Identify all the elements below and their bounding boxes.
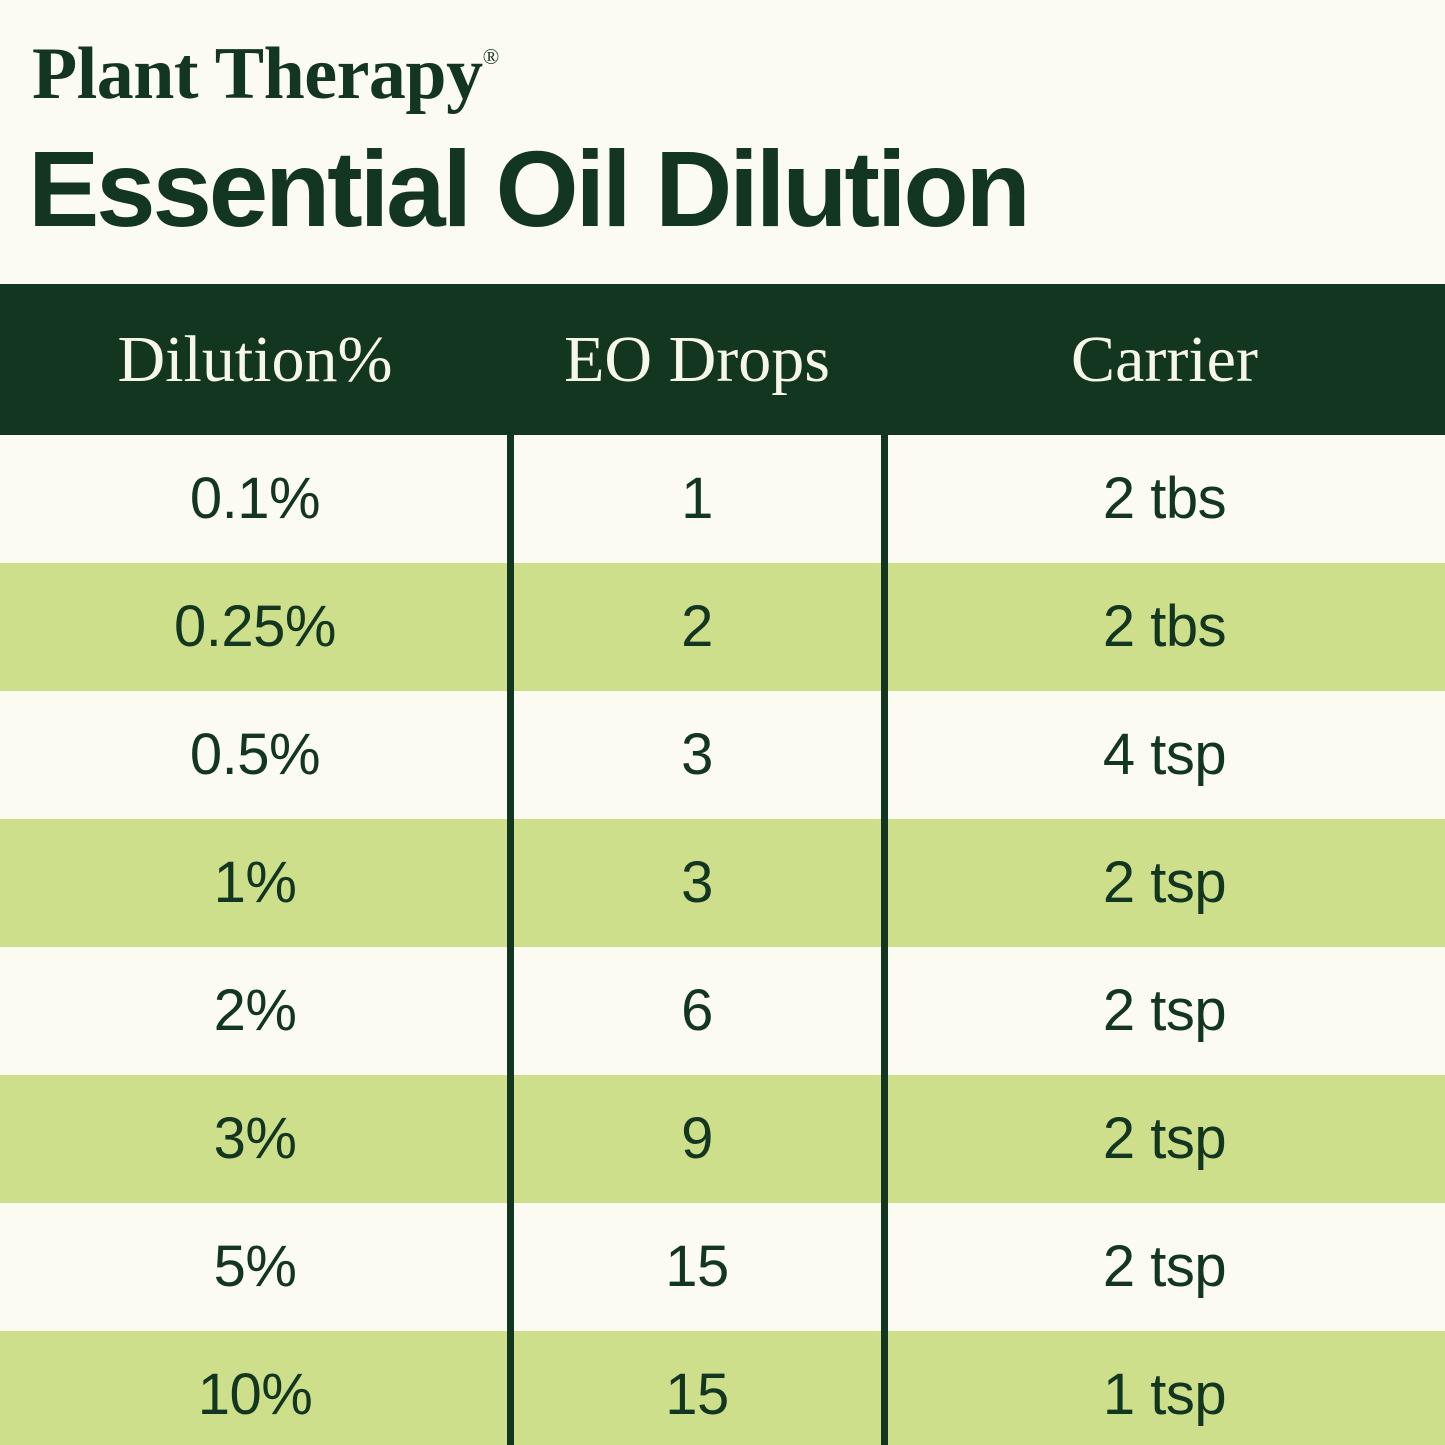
cell-eo-drops: 15 <box>665 1362 729 1427</box>
column-divider-1 <box>507 435 514 1445</box>
cell-dilution: 0.25% <box>174 594 336 659</box>
cell-dilution: 1% <box>213 850 297 915</box>
table-row: 10% 15 1 tsp <box>0 1331 1445 1445</box>
cell-carrier: 2 tsp <box>1102 850 1227 915</box>
table-row: 0.25% 2 2 tbs <box>0 563 1445 691</box>
cell-eo-drops: 6 <box>681 978 713 1043</box>
cell-carrier: 2 tbs <box>1102 594 1227 659</box>
table-row: 1% 3 2 tsp <box>0 819 1445 947</box>
table-row: 0.1% 1 2 tbs <box>0 435 1445 563</box>
cell-carrier: 1 tsp <box>1102 1362 1227 1427</box>
dilution-table: Dilution% EO Drops Carrier 0.1% 1 2 tbs … <box>0 284 1445 1445</box>
cell-dilution: 3% <box>213 1106 297 1171</box>
column-header-carrier: Carrier <box>1071 323 1258 396</box>
cell-carrier: 2 tsp <box>1102 978 1227 1043</box>
table-body: 0.1% 1 2 tbs 0.25% 2 2 tbs 0.5% 3 4 tsp … <box>0 435 1445 1445</box>
table-row: 3% 9 2 tsp <box>0 1075 1445 1203</box>
cell-dilution: 10% <box>197 1362 313 1427</box>
cell-carrier: 2 tsp <box>1102 1106 1227 1171</box>
cell-dilution: 5% <box>213 1234 297 1299</box>
column-header-eo-drops: EO Drops <box>564 323 830 396</box>
column-header-dilution: Dilution% <box>117 323 393 396</box>
cell-carrier: 4 tsp <box>1102 722 1227 787</box>
cell-carrier: 2 tbs <box>1102 466 1227 531</box>
brand-logo: Plant Therapy® <box>32 14 499 117</box>
cell-eo-drops: 1 <box>681 466 713 531</box>
table-row: 0.5% 3 4 tsp <box>0 691 1445 819</box>
cell-dilution: 2% <box>213 978 297 1043</box>
page-title: Essential Oil Dilution <box>28 128 1031 249</box>
table-row: 5% 15 2 tsp <box>0 1203 1445 1331</box>
brand-name: Plant Therapy <box>32 33 483 115</box>
cell-eo-drops: 2 <box>681 594 713 659</box>
table-row: 2% 6 2 tsp <box>0 947 1445 1075</box>
cell-carrier: 2 tsp <box>1102 1234 1227 1299</box>
cell-dilution: 0.5% <box>189 722 321 787</box>
column-divider-2 <box>881 435 888 1445</box>
cell-eo-drops: 3 <box>681 850 713 915</box>
table-header-row: Dilution% EO Drops Carrier <box>0 284 1445 435</box>
masthead: Plant Therapy® Essential Oil Dilution <box>0 0 1445 284</box>
cell-eo-drops: 15 <box>665 1234 729 1299</box>
cell-eo-drops: 9 <box>681 1106 713 1171</box>
cell-dilution: 0.1% <box>189 466 321 531</box>
cell-eo-drops: 3 <box>681 722 713 787</box>
registered-trademark-icon: ® <box>482 44 500 69</box>
